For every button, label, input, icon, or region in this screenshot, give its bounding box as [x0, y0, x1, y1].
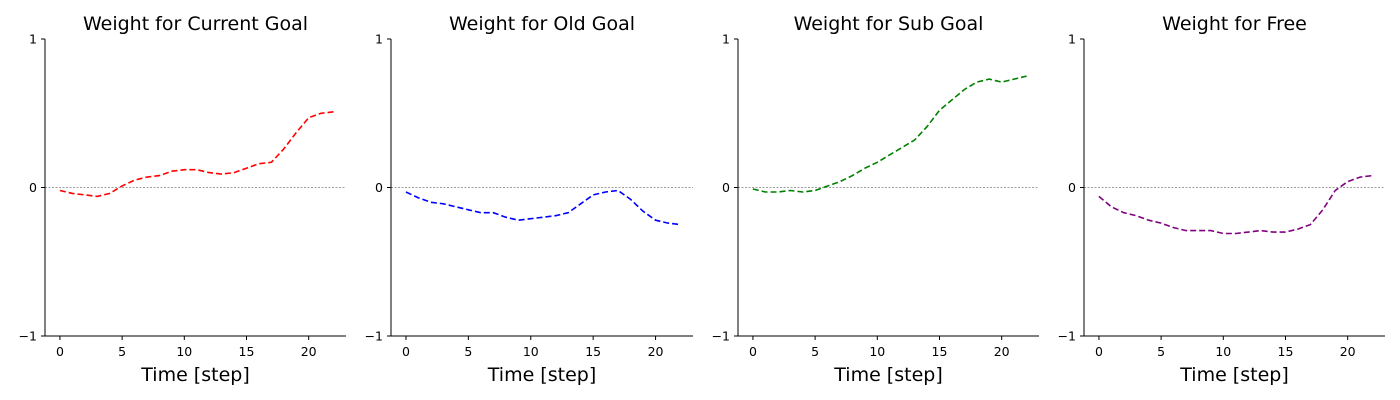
series-line	[752, 75, 1027, 193]
x-tick-label: 15	[932, 344, 948, 359]
x-axis-label: Time [step]	[1179, 364, 1288, 386]
chart-title: Weight for Current Goal	[83, 13, 308, 35]
x-tick-label: 10	[176, 344, 192, 359]
y-tick-label: −1	[365, 329, 383, 344]
x-tick-label: 5	[811, 344, 819, 359]
x-tick-label: 10	[869, 344, 885, 359]
y-tick-label: 0	[29, 180, 37, 195]
x-tick-label: 20	[648, 344, 664, 359]
y-tick-label: 1	[375, 32, 383, 47]
y-tick-label: 0	[375, 180, 383, 195]
chart-title: Weight for Old Goal	[449, 13, 635, 35]
x-tick-label: 20	[1340, 344, 1356, 359]
x-tick-label: 15	[1278, 344, 1294, 359]
x-tick-label: 5	[464, 344, 472, 359]
x-tick-label: 20	[994, 344, 1010, 359]
chart-title: Weight for Free	[1162, 13, 1307, 35]
y-tick-label: 0	[1068, 180, 1076, 195]
x-axis-label: Time [step]	[833, 364, 942, 386]
x-tick-label: 5	[1157, 344, 1165, 359]
x-tick-label: 5	[118, 344, 126, 359]
x-tick-label: 0	[1095, 344, 1103, 359]
y-tick-label: 1	[29, 32, 37, 47]
x-tick-label: 15	[585, 344, 601, 359]
y-tick-label: 0	[722, 180, 730, 195]
x-tick-label: 10	[1215, 344, 1231, 359]
y-tick-label: −1	[1058, 329, 1076, 344]
x-tick-label: 0	[749, 344, 757, 359]
x-axis-label: Time [step]	[140, 364, 249, 386]
y-tick-label: −1	[712, 329, 730, 344]
y-tick-label: 1	[1068, 32, 1076, 47]
x-tick-label: 15	[239, 344, 255, 359]
x-tick-label: 0	[56, 344, 64, 359]
series-line	[59, 111, 334, 198]
x-axis-label: Time [step]	[487, 364, 596, 386]
series-line	[405, 189, 681, 226]
y-tick-label: −1	[19, 329, 37, 344]
series-line	[1098, 174, 1373, 235]
x-tick-label: 0	[402, 344, 410, 359]
y-tick-label: 1	[722, 32, 730, 47]
x-tick-label: 20	[301, 344, 317, 359]
x-tick-label: 10	[523, 344, 539, 359]
chart-title: Weight for Sub Goal	[794, 13, 984, 35]
